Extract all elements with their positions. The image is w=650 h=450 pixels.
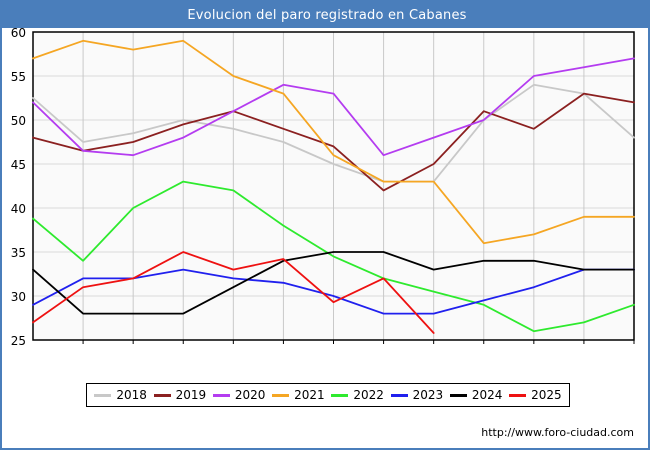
legend-label: 2023	[412, 388, 444, 402]
y-axis-tick-label: 60	[11, 28, 26, 40]
window-title-bar: Evolucion del paro registrado en Cabanes	[2, 2, 648, 28]
page-title: Evolucion del paro registrado en Cabanes	[187, 7, 467, 23]
legend-swatch-icon	[331, 393, 349, 397]
y-axis-tick-label: 55	[11, 70, 26, 84]
series-line-2022	[32, 180, 635, 333]
series-line-2024	[32, 251, 635, 315]
legend-swatch-icon	[509, 393, 527, 397]
legend-item-2025[interactable]: 2025	[509, 388, 562, 402]
legend-item-2018[interactable]: 2018	[94, 388, 147, 402]
legend-item-2020[interactable]: 2020	[212, 388, 266, 402]
legend-label: 2021	[294, 388, 325, 402]
series-line-2018	[32, 83, 635, 183]
legend-swatch-icon	[94, 393, 112, 397]
legend-item-2024[interactable]: 2024	[449, 388, 503, 402]
chart-plot-area: 2530354045505560ENEFEBMARABRMAYJUNJULAGO…	[2, 28, 648, 348]
chart-legend: 2018 2019 2020 2021 2022 2023 2024 2025	[86, 383, 570, 407]
series-line-2021	[32, 39, 635, 245]
y-axis-tick-label: 35	[11, 246, 26, 260]
legend-label: 2025	[531, 388, 562, 402]
legend-swatch-icon	[212, 393, 230, 397]
legend-label: 2019	[175, 388, 207, 402]
legend-swatch-icon	[449, 393, 467, 397]
y-axis-tick-label: 50	[11, 114, 26, 128]
y-axis-tick-label: 25	[11, 334, 26, 348]
legend-label: 2024	[471, 388, 503, 402]
series-line-2025	[32, 251, 435, 334]
series-line-2020	[32, 57, 635, 157]
line-chart-svg: 2530354045505560ENEFEBMARABRMAYJUNJULAGO…	[11, 28, 635, 348]
source-url: http://www.foro-ciudad.com	[481, 426, 634, 439]
legend-label: 2022	[353, 388, 384, 402]
legend-item-2019[interactable]: 2019	[153, 388, 207, 402]
y-axis-tick-label: 40	[11, 202, 26, 216]
legend-swatch-icon	[390, 393, 408, 397]
legend-label: 2020	[234, 388, 266, 402]
y-axis-tick-label: 45	[11, 158, 26, 172]
plot-border	[32, 31, 635, 341]
legend-swatch-icon	[153, 393, 171, 397]
legend-item-2021[interactable]: 2021	[272, 388, 325, 402]
series-line-2019	[32, 92, 635, 192]
legend-item-2023[interactable]: 2023	[390, 388, 444, 402]
y-axis-tick-label: 30	[11, 290, 26, 304]
legend-item-2022[interactable]: 2022	[331, 388, 384, 402]
legend-label: 2018	[116, 388, 147, 402]
legend-swatch-icon	[272, 393, 290, 397]
